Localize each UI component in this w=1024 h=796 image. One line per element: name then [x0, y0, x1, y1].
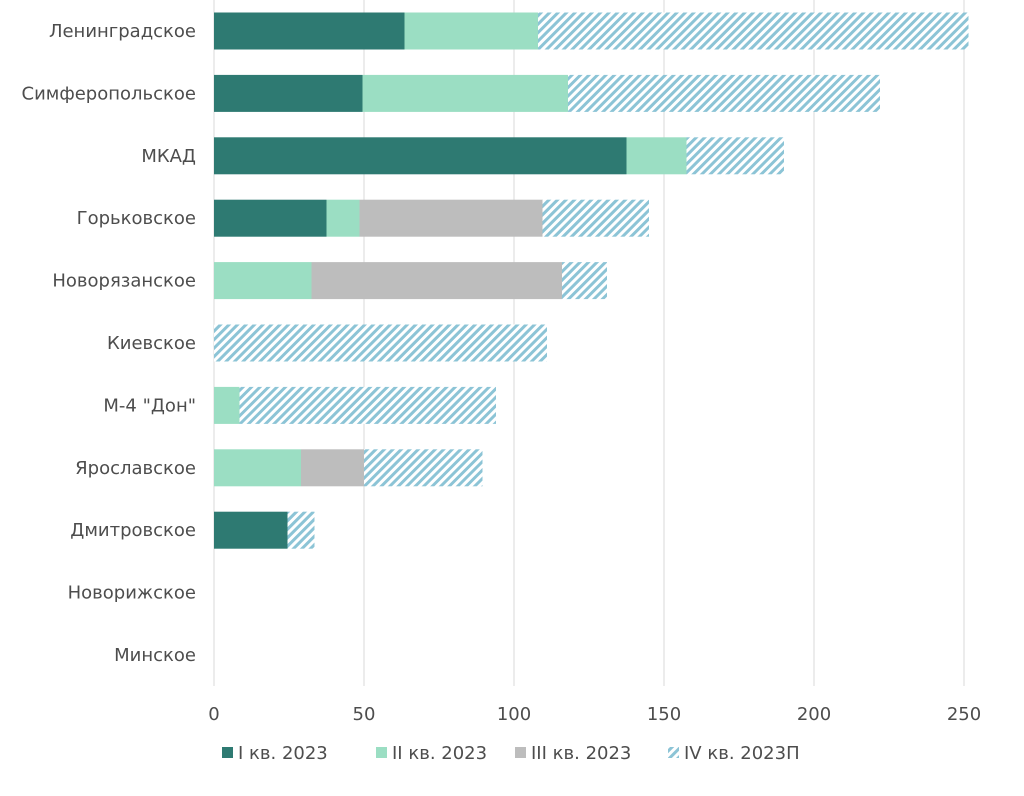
bar-segment-series-2 — [214, 262, 312, 300]
bar-segment-series-4 — [686, 137, 784, 175]
bar-segment-series-1 — [214, 511, 288, 549]
bar-segment-series-3 — [311, 262, 562, 300]
bar-segment-series-4 — [364, 449, 483, 487]
x-tick-label: 250 — [947, 704, 981, 725]
x-tick-label: 50 — [353, 704, 376, 725]
category-label: Ярославское — [75, 458, 196, 479]
bar-segment-series-3 — [301, 449, 364, 487]
legend-label: III кв. 2023 — [531, 743, 631, 764]
legend-swatch — [376, 747, 387, 758]
bar-segment-series-4 — [538, 12, 969, 50]
bar-segment-series-4 — [568, 74, 880, 112]
bars — [214, 12, 969, 549]
legend-label: II кв. 2023 — [392, 743, 487, 764]
category-labels: Ленинградское Симферопольское МКАД Горьковс… — [22, 21, 197, 666]
legend: I кв. 2023 II кв. 2023 III кв. 2023 IV кв. … — [222, 743, 800, 764]
bar-segment-series-4 — [287, 511, 315, 549]
bar-segment-series-2 — [326, 199, 360, 237]
x-tick-label: 0 — [208, 704, 219, 725]
bar-segment-series-2 — [214, 449, 301, 487]
legend-label: IV кв. 2023П — [684, 743, 800, 764]
bar-segment-series-4 — [239, 386, 496, 424]
legend-label: I кв. 2023 — [238, 743, 328, 764]
category-label: Новорижское — [68, 583, 196, 604]
category-label: Новорязанское — [52, 271, 196, 292]
bar-segment-series-2 — [404, 12, 538, 50]
bar-segment-series-4 — [562, 262, 607, 300]
legend-swatch — [668, 747, 679, 758]
bar-segment-series-2 — [214, 386, 240, 424]
bar-segment-series-1 — [214, 199, 327, 237]
category-label: Горьковское — [77, 208, 196, 229]
bar-segment-series-2 — [362, 74, 568, 112]
bar-segment-series-4 — [542, 199, 649, 237]
bar-segment-series-2 — [626, 137, 687, 175]
x-tick-label: 200 — [797, 704, 831, 725]
category-label: Симферопольское — [22, 83, 197, 104]
category-label: Дмитровское — [70, 520, 196, 541]
category-label: МКАД — [141, 146, 196, 167]
bar-segment-series-1 — [214, 74, 363, 112]
category-label: Ленинградское — [49, 21, 196, 42]
bar-segment-series-1 — [214, 12, 405, 50]
x-axis-tick-labels: 0 50 100 150 200 250 — [208, 704, 981, 725]
legend-swatch — [222, 747, 233, 758]
bar-segment-series-1 — [214, 137, 627, 175]
category-label: М-4 "Дон" — [103, 395, 196, 416]
category-label: Минское — [114, 645, 196, 666]
legend-swatch — [515, 747, 526, 758]
bar-segment-series-3 — [359, 199, 543, 237]
x-tick-label: 100 — [497, 704, 531, 725]
category-label: Киевское — [107, 333, 196, 354]
x-tick-label: 150 — [647, 704, 681, 725]
bar-segment-series-4 — [214, 324, 547, 362]
